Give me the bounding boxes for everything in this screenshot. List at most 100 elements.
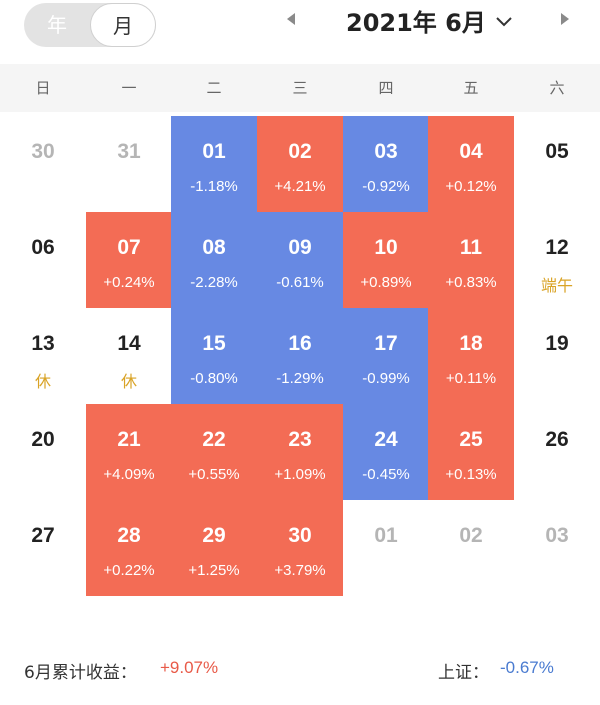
weekday-label: 四 xyxy=(378,79,394,97)
next-month-button[interactable] xyxy=(550,8,580,38)
weekday-label: 日 xyxy=(35,79,51,97)
day-number: 01 xyxy=(374,524,398,547)
day-number: 17 xyxy=(374,332,398,355)
calendar-day-cell[interactable]: 12 端午 xyxy=(514,212,600,308)
day-change: +0.83% xyxy=(445,274,497,291)
calendar-header: 年 月 2021年 6月 xyxy=(0,0,600,50)
day-number: 10 xyxy=(374,236,398,259)
day-number: 07 xyxy=(117,236,141,259)
calendar-day-cell[interactable]: 07 +0.24% xyxy=(86,212,172,308)
calendar-day-cell[interactable]: 22 +0.55% xyxy=(171,404,257,500)
day-number: 29 xyxy=(202,524,226,547)
calendar-day-cell[interactable]: 19 xyxy=(514,308,600,404)
calendar-day-cell[interactable]: 25 +0.13% xyxy=(428,404,514,500)
calendar-day-cell[interactable]: 26 xyxy=(514,404,600,500)
calendar-day-cell[interactable]: 27 xyxy=(0,500,86,596)
holiday-tag: 休 xyxy=(120,372,137,391)
day-number: 24 xyxy=(374,428,398,451)
day-change: -1.18% xyxy=(190,178,238,195)
calendar-day-cell[interactable]: 02 xyxy=(428,500,514,596)
day-number: 05 xyxy=(545,140,569,163)
index-value: -0.67% xyxy=(500,658,554,677)
day-change: -0.45% xyxy=(362,466,410,483)
calendar-day-cell[interactable]: 29 +1.25% xyxy=(171,500,257,596)
day-change: +0.89% xyxy=(360,274,412,291)
calendar-day-cell[interactable]: 23 +1.09% xyxy=(257,404,343,500)
day-number: 22 xyxy=(202,428,226,451)
weekday-label: 五 xyxy=(463,79,479,97)
day-number: 16 xyxy=(288,332,312,355)
day-number: 15 xyxy=(202,332,226,355)
day-number: 02 xyxy=(288,140,312,163)
day-number: 30 xyxy=(288,524,312,547)
chevron-right-icon xyxy=(561,13,569,25)
calendar-day-cell[interactable]: 02 +4.21% xyxy=(257,116,343,212)
calendar-day-cell[interactable]: 15 -0.80% xyxy=(171,308,257,404)
calendar-day-cell[interactable]: 24 -0.45% xyxy=(343,404,429,500)
day-number: 18 xyxy=(459,332,483,355)
month-view-option[interactable]: 月 xyxy=(90,3,156,47)
cumulative-return-label: 6月累计收益： xyxy=(24,663,137,683)
day-number: 11 xyxy=(459,236,483,259)
year-view-option[interactable]: 年 xyxy=(47,13,67,37)
day-number: 28 xyxy=(117,524,141,547)
chevron-left-icon xyxy=(287,13,295,25)
day-number: 19 xyxy=(545,332,569,355)
cumulative-return-value: +9.07% xyxy=(160,658,219,677)
day-change: +3.79% xyxy=(274,562,326,579)
day-number: 03 xyxy=(545,524,569,547)
calendar-day-cell[interactable]: 16 -1.29% xyxy=(257,308,343,404)
day-number: 13 xyxy=(31,332,55,355)
day-number: 01 xyxy=(202,140,226,163)
calendar-day-cell[interactable]: 10 +0.89% xyxy=(343,212,429,308)
calendar-day-cell[interactable]: 09 -0.61% xyxy=(257,212,343,308)
summary-footer: 6月累计收益： +9.07% 上证： -0.67% xyxy=(0,650,600,690)
calendar-day-cell[interactable]: 03 xyxy=(514,500,600,596)
day-change: -0.61% xyxy=(276,274,324,291)
calendar-day-cell[interactable]: 11 +0.83% xyxy=(428,212,514,308)
calendar-day-cell[interactable]: 21 +4.09% xyxy=(86,404,172,500)
calendar-day-cell[interactable]: 06 xyxy=(0,212,86,308)
day-change: +4.09% xyxy=(103,466,155,483)
calendar-day-cell[interactable]: 04 +0.12% xyxy=(428,116,514,212)
calendar-day-cell[interactable]: 01 xyxy=(343,500,429,596)
holiday-tag: 端午 xyxy=(540,276,573,295)
calendar-day-cell[interactable]: 30 +3.79% xyxy=(257,500,343,596)
day-change: -0.99% xyxy=(362,370,410,387)
day-change: +0.24% xyxy=(103,274,155,291)
day-change: +0.22% xyxy=(103,562,155,579)
weekday-label: 三 xyxy=(292,79,308,97)
day-number: 23 xyxy=(288,428,312,451)
chevron-down-icon[interactable] xyxy=(492,10,516,34)
day-number: 31 xyxy=(117,140,141,163)
prev-month-button[interactable] xyxy=(276,8,306,38)
day-number: 30 xyxy=(31,140,55,163)
calendar-day-cell[interactable]: 17 -0.99% xyxy=(343,308,429,404)
day-number: 04 xyxy=(459,140,483,163)
day-change: +0.55% xyxy=(188,466,240,483)
calendar-day-cell[interactable]: 05 xyxy=(514,116,600,212)
calendar-day-cell[interactable]: 31 xyxy=(86,116,172,212)
day-number: 27 xyxy=(31,524,55,547)
calendar-grid: 30 31 01 -1.18% 02 +4.21% 03 -0.92% 04 +0.12% 05 06… xyxy=(0,116,600,616)
calendar-day-cell[interactable]: 28 +0.22% xyxy=(86,500,172,596)
calendar-day-cell[interactable]: 14 休 xyxy=(86,308,172,404)
calendar-day-cell[interactable]: 13 休 xyxy=(0,308,86,404)
day-change: +1.25% xyxy=(188,562,240,579)
calendar-day-cell[interactable]: 30 xyxy=(0,116,86,212)
month-title[interactable]: 2021年 6月 xyxy=(346,9,486,37)
calendar-day-cell[interactable]: 18 +0.11% xyxy=(428,308,514,404)
weekday-label: 六 xyxy=(549,79,565,97)
day-change: +0.13% xyxy=(445,466,497,483)
day-change: +0.12% xyxy=(445,178,497,195)
day-change: +1.09% xyxy=(274,466,326,483)
calendar-day-cell[interactable]: 20 xyxy=(0,404,86,500)
calendar-day-cell[interactable]: 01 -1.18% xyxy=(171,116,257,212)
calendar-day-cell[interactable]: 08 -2.28% xyxy=(171,212,257,308)
weekday-label: 二 xyxy=(206,79,222,97)
day-number: 14 xyxy=(117,332,141,355)
day-number: 02 xyxy=(459,524,483,547)
weekday-label: 一 xyxy=(121,79,137,97)
calendar-day-cell[interactable]: 03 -0.92% xyxy=(343,116,429,212)
day-change: -0.80% xyxy=(190,370,238,387)
